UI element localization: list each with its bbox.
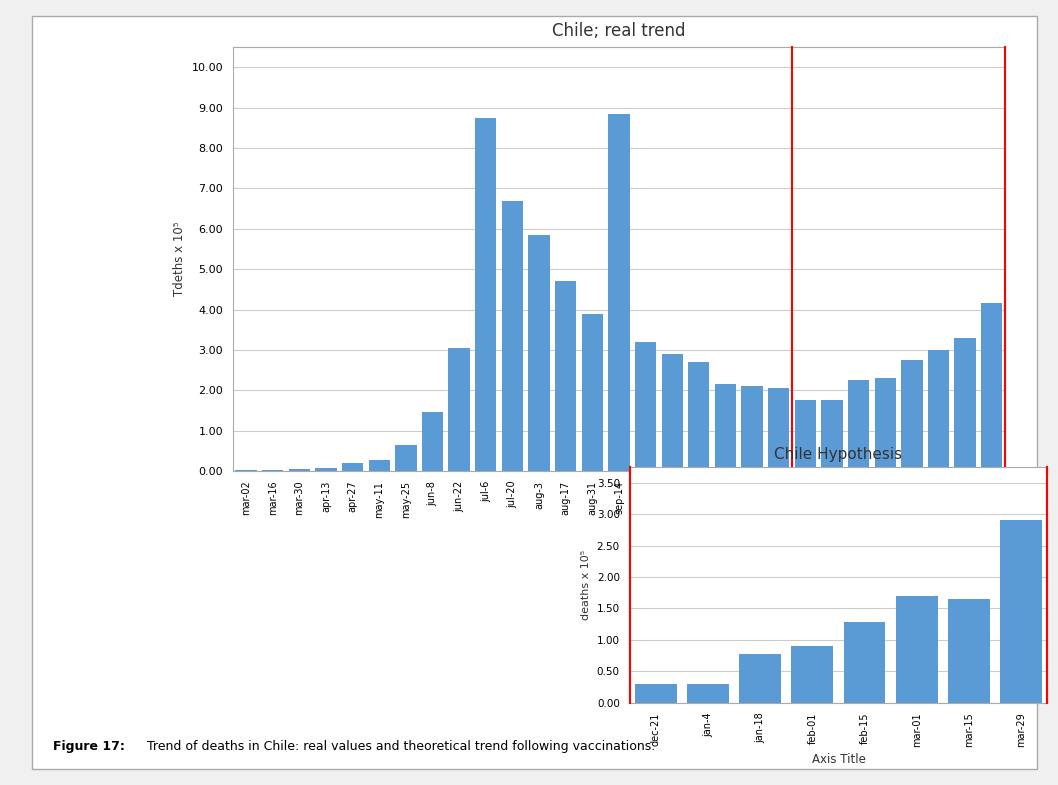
Bar (954, 338, 975, 471)
Bar (843, 623, 886, 703)
Text: Figure 17:: Figure 17: (53, 739, 125, 753)
X-axis label: Axis Title: Axis Title (811, 753, 865, 765)
Y-axis label: Tdeths x 10⁵: Tdeths x 10⁵ (172, 222, 186, 296)
Bar (368, 460, 390, 471)
Bar (608, 114, 630, 471)
Bar (555, 281, 577, 471)
Bar (768, 389, 789, 471)
Bar (791, 646, 834, 703)
Bar (928, 350, 949, 471)
Bar (901, 360, 923, 471)
Bar (236, 470, 257, 471)
Bar (687, 684, 729, 703)
Bar (661, 354, 682, 471)
Bar (635, 684, 676, 703)
Bar (475, 118, 496, 471)
Bar (795, 400, 816, 471)
Bar (1001, 520, 1042, 703)
Y-axis label: deaths x 10⁵: deaths x 10⁵ (581, 550, 591, 620)
Bar (422, 412, 443, 471)
Bar (396, 445, 417, 471)
Bar (528, 235, 550, 471)
Bar (582, 313, 603, 471)
Title: Chile Hypothesis: Chile Hypothesis (774, 447, 902, 462)
Bar (342, 463, 363, 471)
Bar (688, 362, 710, 471)
Text: Trend of deaths in Chile: real values and theoretical trend following vaccinatio: Trend of deaths in Chile: real values an… (143, 739, 655, 753)
Bar (948, 599, 990, 703)
Bar (501, 200, 523, 471)
Bar (262, 469, 284, 471)
Bar (635, 341, 656, 471)
Bar (449, 348, 470, 471)
Bar (315, 468, 336, 471)
Bar (742, 386, 763, 471)
Bar (981, 304, 1002, 471)
Title: Chile; real trend: Chile; real trend (552, 22, 686, 40)
Bar (821, 400, 842, 471)
Bar (847, 380, 870, 471)
Bar (896, 596, 937, 703)
Bar (875, 378, 896, 471)
Bar (289, 469, 310, 471)
Bar (740, 654, 781, 703)
Bar (715, 384, 736, 471)
